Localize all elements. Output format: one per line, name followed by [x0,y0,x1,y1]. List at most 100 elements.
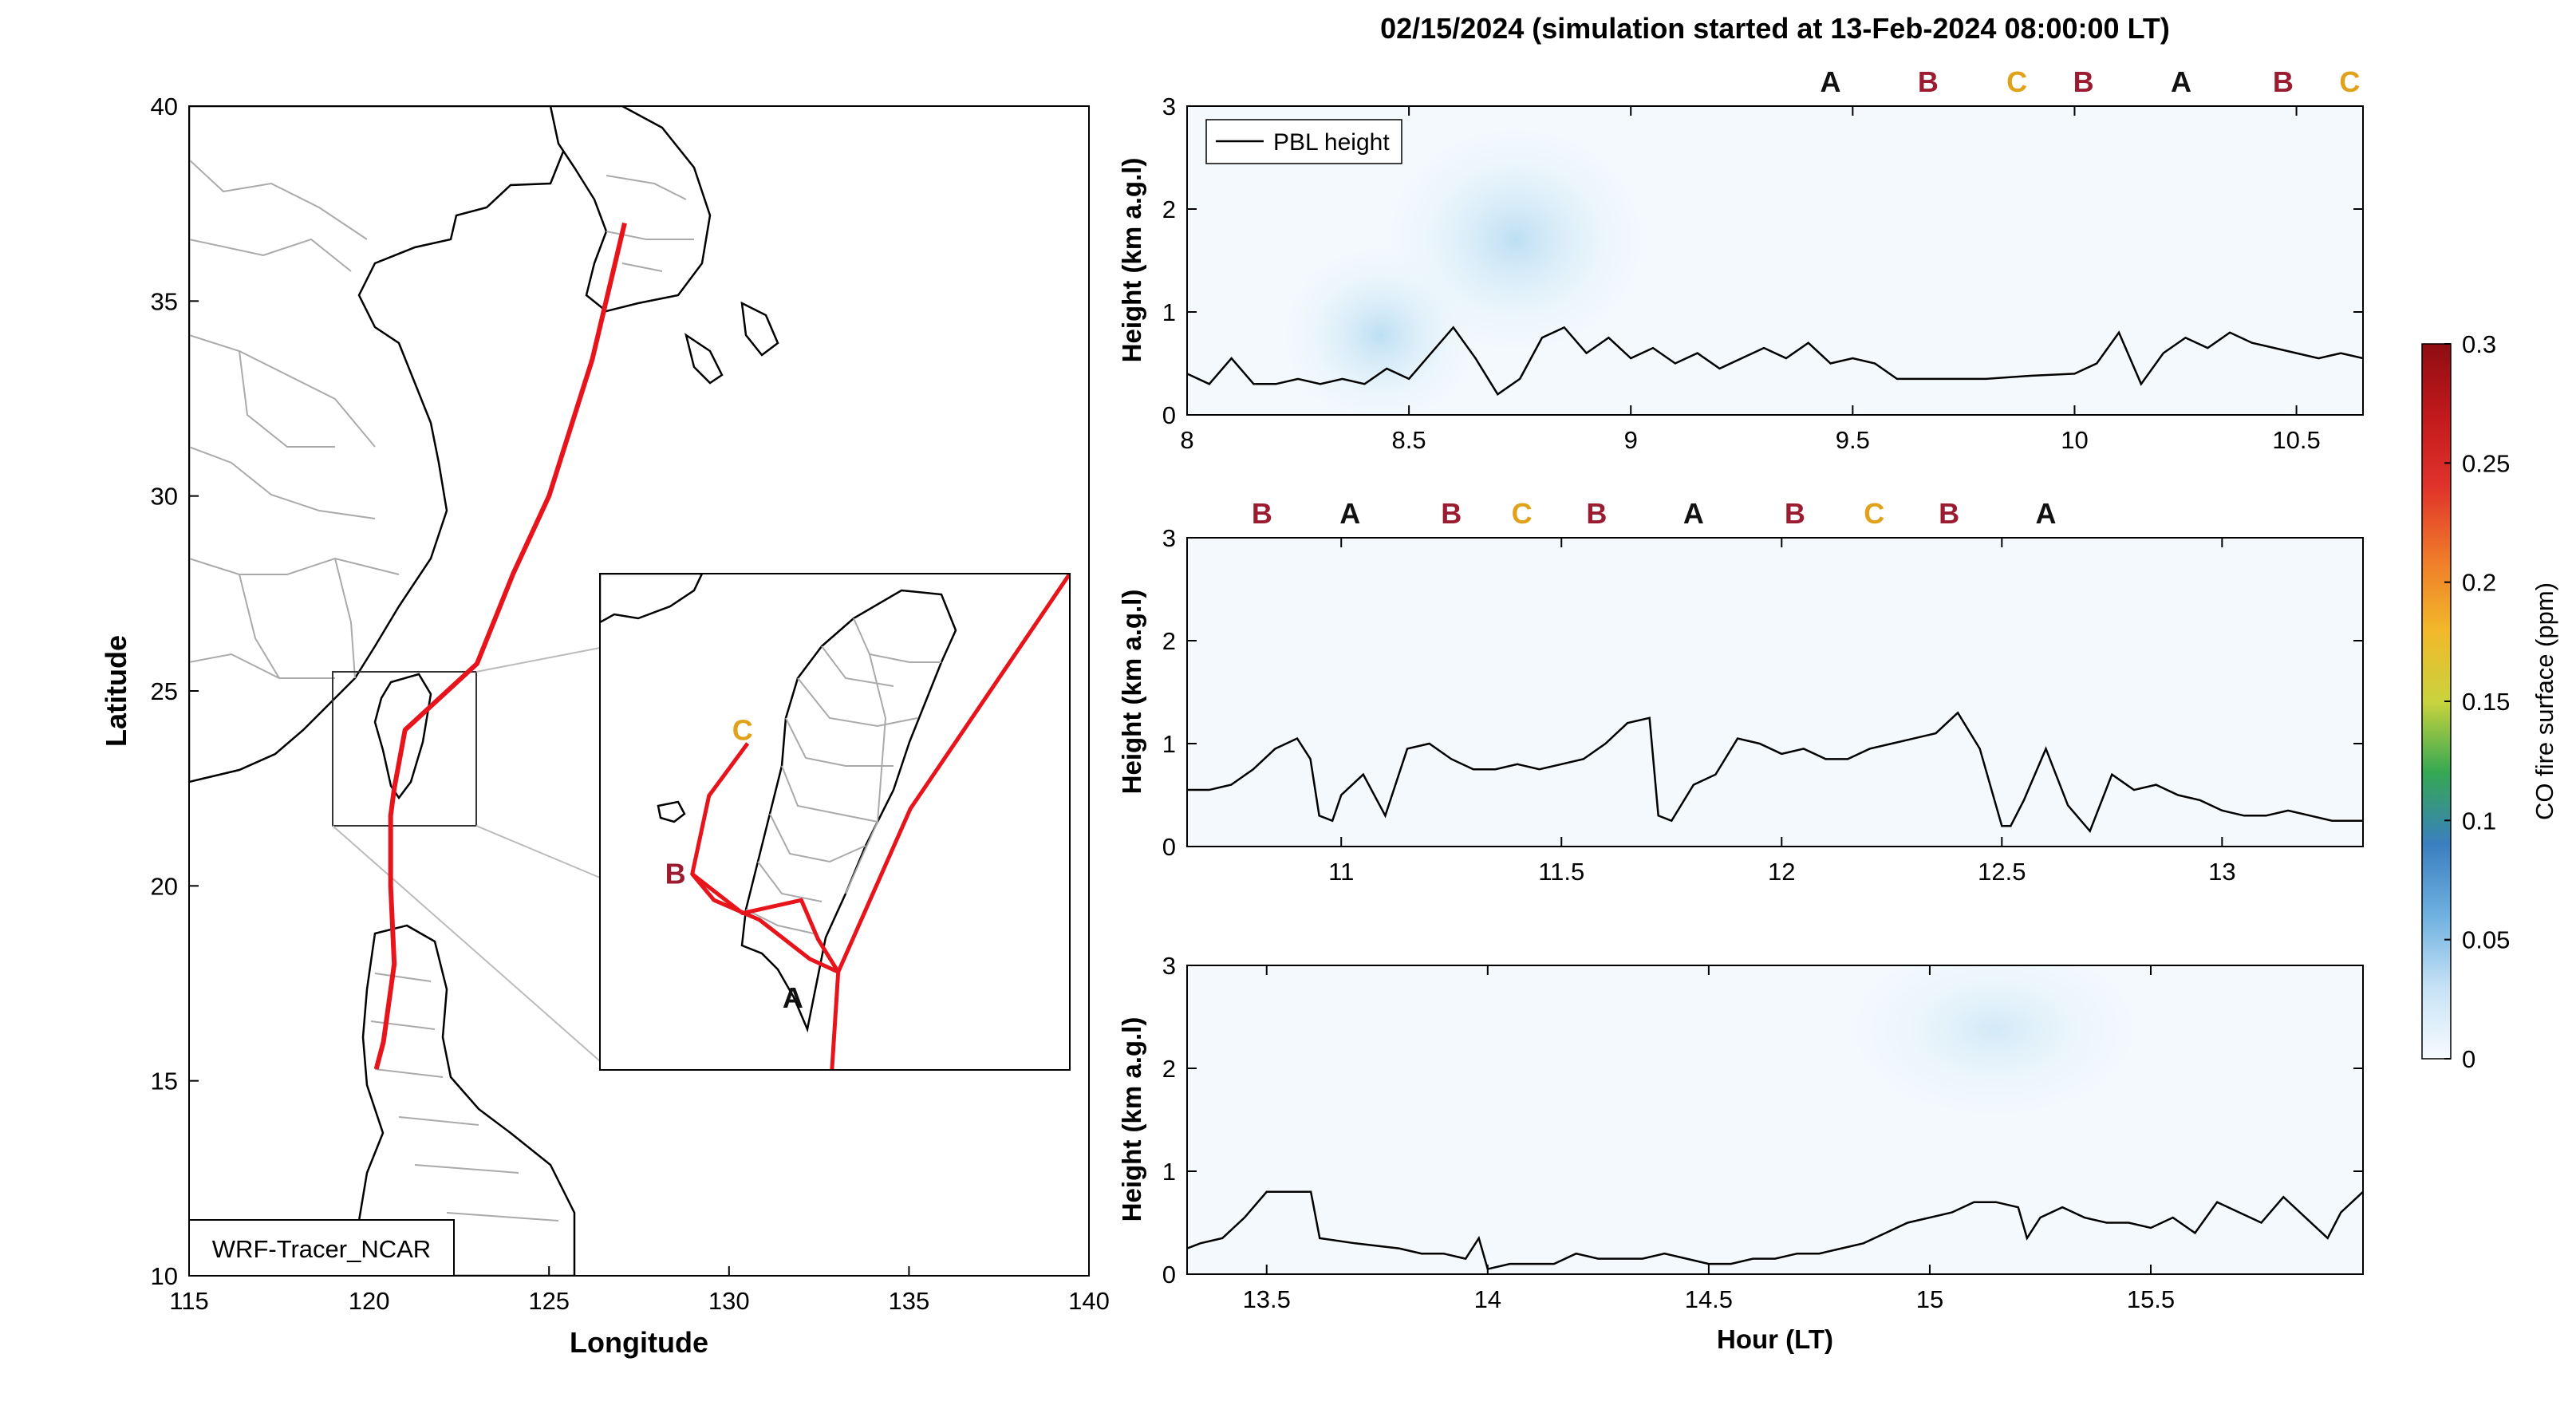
profile-x-tick-label: 14.5 [1685,1285,1733,1313]
profile-x-tick-label: 12.5 [1978,858,2026,886]
map-y-tick-label: 40 [151,93,178,120]
colorbar-tick-label: 0.25 [2462,449,2510,477]
zoom-connector-bottom [332,825,601,1062]
map-x-tick-label: 120 [349,1287,390,1315]
inset-trajectory-west [690,742,839,974]
map-y-ticks: 10 15 20 25 30 35 40 [151,93,199,1290]
site-label-b: B [1252,497,1272,530]
philippines-province-borders [370,973,559,1222]
profile-1-x-ticks: 8 8.5 9 9.5 10 10.5 [1180,106,2321,454]
profile-1-frame [1186,105,2364,416]
colorbar-label: CO fire surface (ppm) [2531,582,2558,820]
japan-islands [684,301,779,385]
profile-1-y-ticks: 0 1 2 3 [1162,93,2363,429]
site-label-b: B [2073,65,2094,98]
figure-title: 02/15/2024 (simulation started at 13-Feb… [1380,12,2170,45]
profile-y-tick-label: 0 [1162,833,1176,861]
profile-y-tick-label: 3 [1162,952,1176,980]
profile-2-frame [1186,537,2364,847]
pbl-legend-label: PBL height [1273,129,1390,156]
inset-map: A B C [599,573,1071,1071]
profile-x-tick-label: 8.5 [1392,426,1426,454]
profile-y-tick-label: 0 [1162,1261,1176,1289]
map-y-label: Latitude [100,635,132,747]
profile-x-tick-label: 15 [1916,1285,1943,1313]
map-panel: 115 120 125 130 135 140 10 15 20 25 30 35 40 Longit… [100,93,1110,1359]
colorbar-tick-label: 0.15 [2462,688,2510,716]
profile-2-x-ticks: 11 11.5 12 12.5 13 [1328,538,2236,886]
korea-coastline [549,106,712,313]
map-y-tick-label: 35 [151,287,178,315]
profile-x-tick-label: 14 [1474,1285,1501,1313]
inset-trajectory-east [830,574,1070,1070]
map-y-tick-label: 20 [151,872,178,900]
colorbar-tick-label: 0.05 [2462,926,2510,954]
profile-y-tick-label: 3 [1162,524,1176,552]
mainland-china-coastline [189,106,570,783]
inset-site-label-b: B [665,857,686,890]
map-y-tick-label: 30 [151,483,178,511]
inset-mainland-fragment [600,574,704,624]
map-y-tick-label: 25 [151,677,178,705]
profile-3-plume-a [1851,965,2138,1117]
profile-x-tick-label: 8 [1180,426,1193,454]
profile-y-tick-label: 2 [1162,195,1176,223]
colorbar-tick-label: 0 [2462,1045,2475,1073]
profile-x-tick-label: 13 [2208,858,2235,886]
profile-y-tick-label: 1 [1162,730,1176,758]
map-x-tick-label: 115 [169,1287,208,1315]
map-x-tick-label: 135 [889,1287,930,1315]
colorbar-ticks: 0 0.05 0.1 0.15 0.2 0.25 0.3 [2444,330,2510,1073]
profile-y-tick-label: 0 [1162,401,1176,429]
province-borders [189,159,400,679]
profile-x-tick-label: 10.5 [2272,426,2320,454]
site-label-b: B [1918,65,1939,98]
zoom-box [332,671,477,827]
profile-y-tick-label: 1 [1162,1158,1176,1186]
site-label-b: B [2273,65,2294,98]
profile-3-x-label: Hour (LT) [1717,1324,1833,1354]
colorbar-tick-label: 0.3 [2462,330,2496,358]
map-x-tick-label: 130 [708,1287,750,1315]
zoom-connector-mid [475,825,601,878]
site-label-a: A [1683,497,1704,530]
site-label-a: A [2036,497,2057,530]
source-label-box [188,1219,455,1277]
site-label-c: C [2339,65,2360,98]
pbl-legend: PBL height [1205,119,1402,164]
profile-x-tick-label: 9 [1624,426,1638,454]
profile-3-background [1187,965,2363,1274]
map-x-tick-label: 140 [1068,1287,1110,1315]
inset-trajectory-south [691,872,840,973]
profile-x-tick-label: 9.5 [1836,426,1870,454]
inset-frame [599,573,1071,1071]
profile-x-tick-label: 15.5 [2127,1285,2175,1313]
colorbar-tick-label: 0.1 [2462,807,2496,835]
profile-3-y-ticks: 0 1 2 3 [1162,952,2363,1289]
site-label-c: C [1512,497,1533,530]
profile-y-tick-label: 2 [1162,1055,1176,1083]
profile-2-y-ticks: 0 1 2 3 [1162,524,2363,861]
profile-3-frame [1186,965,2364,1275]
profile-2-pbl-line [1187,711,2363,834]
profile-3-y-label: Height (km a.g.l) [1117,1017,1146,1222]
site-label-a: A [1339,497,1360,530]
site-label-c: C [2006,65,2027,98]
profile-y-tick-label: 2 [1162,627,1176,655]
zoom-connector-top [475,647,601,673]
profile-panel-1: 8 8.5 9 9.5 10 10.5 0 1 2 3 A B C B A B C Height (km a… [1117,65,2364,454]
map-x-tick-label: 125 [528,1287,570,1315]
site-label-b: B [1586,497,1607,530]
map-y-tick-label: 15 [151,1068,178,1095]
profile-1-pbl-line [1187,326,2363,396]
site-label-b: B [1441,497,1462,530]
profile-y-tick-label: 3 [1162,93,1176,120]
profile-x-tick-label: 10 [2061,426,2088,454]
site-label-b: B [1785,497,1805,530]
source-label: WRF-Tracer_NCAR [212,1235,431,1263]
profile-3-x-ticks: 13.5 14 14.5 15 15.5 [1243,965,2175,1313]
